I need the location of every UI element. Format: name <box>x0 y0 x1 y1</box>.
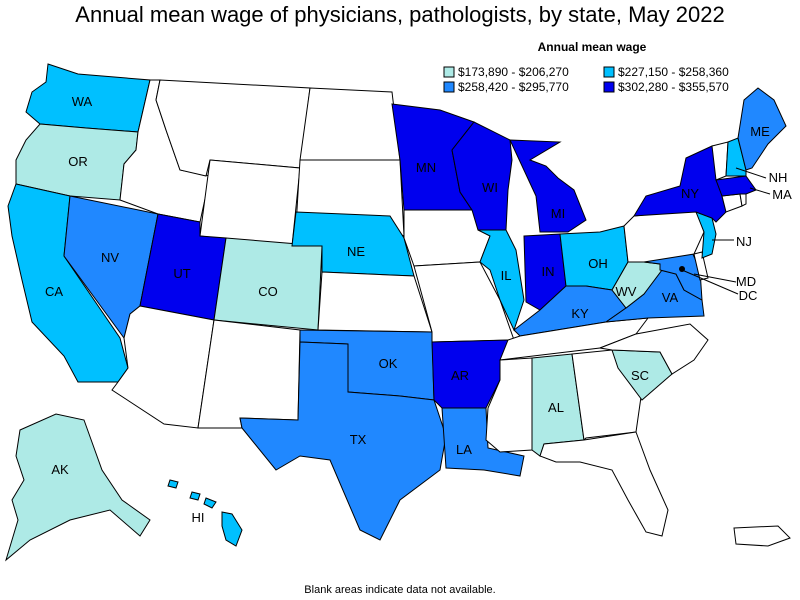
label-oh: OH <box>588 256 608 271</box>
state-il[interactable] <box>477 229 525 332</box>
nh-leader-line <box>735 167 767 179</box>
label-or: OR <box>68 154 88 169</box>
label-me: ME <box>750 124 770 139</box>
label-ma: MA <box>772 187 792 202</box>
state-ak[interactable] <box>5 413 151 562</box>
label-nh: NH <box>769 170 788 185</box>
state-nc[interactable] <box>598 323 709 375</box>
label-mn: MN <box>416 160 436 175</box>
state-wi[interactable] <box>451 121 513 231</box>
label-in: IN <box>542 264 555 279</box>
label-tx: TX <box>350 432 367 447</box>
label-co: CO <box>258 284 278 299</box>
state-fl[interactable] <box>539 431 669 537</box>
legend-swatch-4 <box>603 81 615 93</box>
state-mi[interactable] <box>509 139 587 233</box>
label-wi: WI <box>482 180 498 195</box>
label-ny: NY <box>681 186 699 201</box>
state-nd[interactable] <box>299 87 401 161</box>
state-la[interactable] <box>441 407 525 477</box>
state-pa[interactable] <box>623 209 705 263</box>
label-ok: OK <box>379 356 398 371</box>
dc-leader-line <box>681 269 739 295</box>
label-sc: SC <box>631 368 649 383</box>
legend-swatch-1 <box>443 66 455 78</box>
state-de[interactable] <box>693 251 709 281</box>
state-me[interactable] <box>737 87 787 171</box>
label-mi: MI <box>551 206 565 221</box>
legend-swatch-3 <box>443 81 455 93</box>
label-ca: CA <box>45 284 63 299</box>
state-wy[interactable] <box>199 159 301 247</box>
label-il: IL <box>501 268 512 283</box>
ma-leader-line <box>749 187 771 195</box>
legend-swatch-2 <box>603 66 615 78</box>
state-shapes <box>5 63 791 562</box>
label-ar: AR <box>451 368 469 383</box>
state-nh[interactable] <box>725 137 747 177</box>
state-tx[interactable] <box>239 341 447 541</box>
legend: Annual mean wage $173,890 - $206,270 $22… <box>443 40 729 94</box>
label-ut: UT <box>173 266 190 281</box>
legend-label-2: $227,150 - $258,360 <box>618 65 729 79</box>
state-ma[interactable] <box>715 175 757 197</box>
state-ks[interactable] <box>317 271 433 333</box>
label-md: MD <box>736 274 756 289</box>
state-nm[interactable] <box>197 319 301 429</box>
label-wa: WA <box>72 94 93 109</box>
label-wv: WV <box>616 284 637 299</box>
label-hi: HI <box>192 510 205 525</box>
state-hi[interactable] <box>167 479 243 547</box>
footnote: Blank areas indicate data not available. <box>304 584 496 596</box>
label-al: AL <box>548 400 564 415</box>
legend-label-3: $258,420 - $295,770 <box>458 80 569 94</box>
label-ne: NE <box>347 244 365 259</box>
label-la: LA <box>456 442 472 457</box>
legend-title: Annual mean wage <box>538 40 647 54</box>
state-tn[interactable] <box>499 317 650 361</box>
state-ny[interactable] <box>633 145 727 223</box>
legend-label-1: $173,890 - $206,270 <box>458 65 569 79</box>
label-nv: NV <box>101 250 119 265</box>
state-labels: WA OR CA NV UT CO NE MN WI MI IL IN OH K… <box>45 94 792 525</box>
label-nj: NJ <box>736 234 752 249</box>
label-ak: AK <box>51 462 69 477</box>
map-title: Annual mean wage of physicians, patholog… <box>75 2 725 27</box>
state-ct[interactable] <box>721 193 743 213</box>
label-ky: KY <box>571 306 589 321</box>
state-pr[interactable] <box>733 525 791 547</box>
leader-lines <box>681 167 771 295</box>
legend-label-4: $302,280 - $355,570 <box>618 80 729 94</box>
label-va: VA <box>662 290 679 305</box>
md-leader-line <box>693 273 737 283</box>
label-dc: DC <box>739 288 758 303</box>
